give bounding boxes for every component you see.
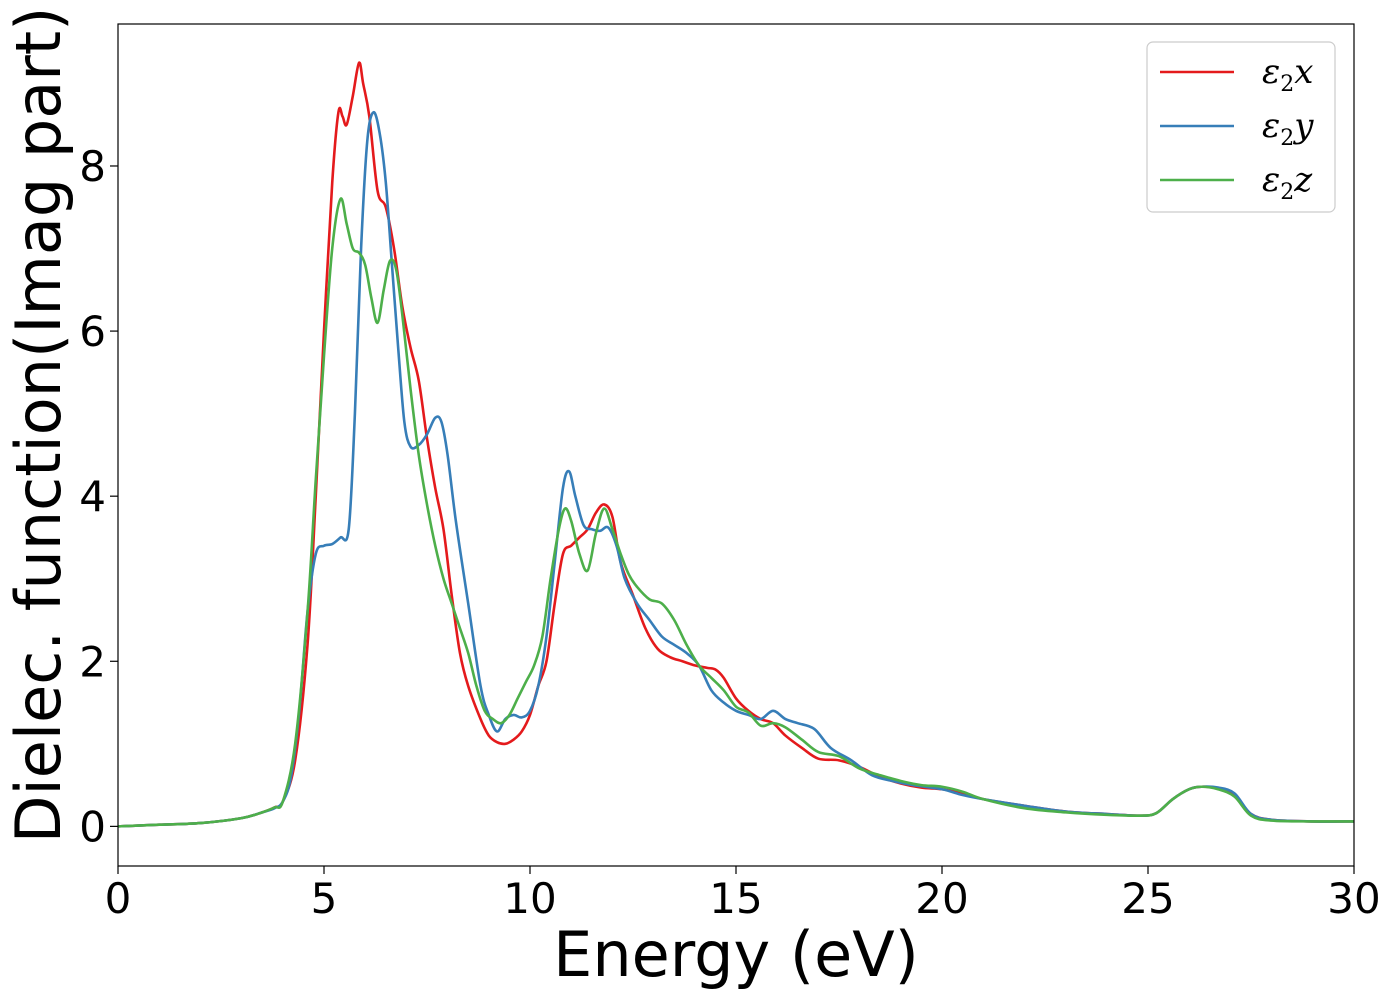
y-tick-label: 2: [79, 637, 106, 686]
x-tick-label: 5: [311, 874, 338, 923]
axis-ticks: 0 5 10 15 20 25 30 0 2 4 6 8: [79, 142, 1380, 923]
y-tick-label: 8: [79, 142, 106, 191]
x-tick-label: 25: [1121, 874, 1174, 923]
y-axis-label: Dielec. function(Imag part): [2, 7, 75, 844]
legend-entry-z: ε2z: [1262, 160, 1313, 205]
x-tick-label: 20: [915, 874, 968, 923]
legend-entry-y: ε2y: [1262, 106, 1314, 151]
x-tick-label: 0: [105, 874, 132, 923]
x-tick-label: 10: [503, 874, 556, 923]
y-tick-label: 0: [79, 802, 106, 851]
x-axis-label: Energy (eV): [553, 918, 919, 991]
legend-box: [1146, 41, 1336, 213]
y-tick-label: 4: [79, 472, 106, 521]
x-tick-label: 30: [1327, 874, 1380, 923]
plot-frame: [117, 23, 1355, 867]
x-tick-label: 15: [709, 874, 762, 923]
legend-entry-x: ε2x: [1262, 52, 1313, 97]
legend: ε2x ε2y ε2z: [1146, 41, 1336, 213]
series-line-z: [118, 197, 1354, 828]
y-tick-label: 6: [79, 307, 106, 356]
series-line-y: [118, 111, 1354, 828]
